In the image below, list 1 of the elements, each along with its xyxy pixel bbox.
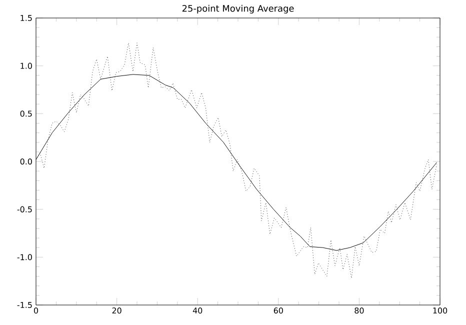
chart-title: 25-point Moving Average [182,4,294,14]
